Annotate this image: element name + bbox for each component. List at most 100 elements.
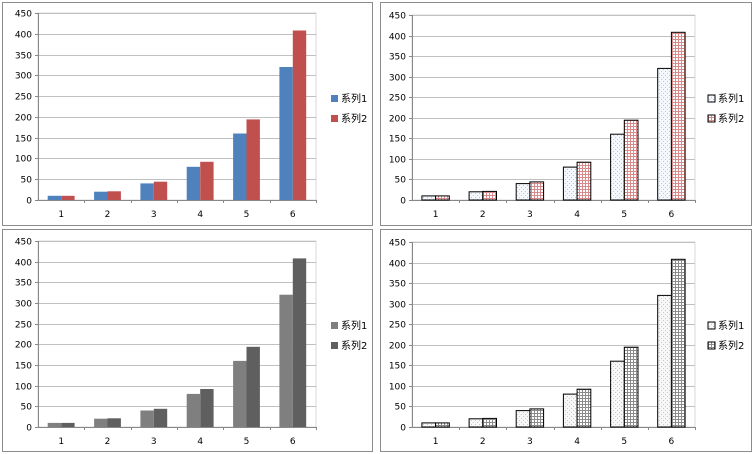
bar-series1-cat6 bbox=[657, 67, 672, 201]
x-tick-label: 5 bbox=[621, 210, 627, 220]
y-tick-label: 450 bbox=[389, 12, 406, 22]
y-tick-label: 450 bbox=[15, 238, 32, 248]
bar-series2-cat6 bbox=[670, 31, 686, 201]
bar-series1-cat4 bbox=[562, 393, 578, 428]
plot-area bbox=[37, 240, 317, 428]
bar-series1-cat2 bbox=[94, 191, 108, 200]
y-tick-label: 50 bbox=[395, 176, 407, 186]
x-tick-label: 3 bbox=[527, 210, 533, 220]
legend-swatch-series2 bbox=[707, 341, 716, 350]
bar-series1-cat4 bbox=[562, 166, 578, 201]
y-tick-label: 400 bbox=[389, 33, 406, 43]
bar-series2-cat1 bbox=[61, 422, 75, 427]
y-tick-label: 250 bbox=[389, 321, 406, 331]
bar-series2-cat3 bbox=[529, 181, 545, 201]
y-tick-label: 150 bbox=[15, 362, 32, 372]
legend-label-series1: 系列1 bbox=[718, 92, 744, 105]
y-tick-label: 300 bbox=[389, 301, 406, 311]
x-tick-label: 4 bbox=[197, 210, 203, 220]
bar-series1-cat2 bbox=[468, 418, 484, 428]
legend-swatch-series1 bbox=[707, 94, 716, 103]
chart-panel-top-left: 0 50 100 150 200 250 300 350 400 450 1 2 3 4 5 6 系列1 系列2 bbox=[2, 2, 373, 226]
y-tick-label: 150 bbox=[389, 362, 406, 372]
y-tick-label: 300 bbox=[389, 74, 406, 84]
bar-series1-cat2 bbox=[468, 191, 484, 201]
legend-swatch-series1 bbox=[331, 322, 338, 329]
bar-series2-cat4 bbox=[200, 161, 214, 200]
x-tick-label: 3 bbox=[151, 437, 157, 447]
bar-series1-cat5 bbox=[610, 133, 625, 201]
y-tick-label: 150 bbox=[389, 135, 406, 145]
x-tick-label: 4 bbox=[197, 437, 203, 447]
legend-label-series1: 系列1 bbox=[341, 319, 367, 332]
bar-series1-cat4 bbox=[186, 166, 201, 200]
x-tick-label: 1 bbox=[433, 437, 439, 447]
bar-series1-cat3 bbox=[140, 183, 154, 200]
y-tick-label: 450 bbox=[15, 10, 32, 20]
y-tick-label: 0 bbox=[26, 197, 32, 207]
bar-series2-cat4 bbox=[576, 388, 592, 428]
chart-svg-bottom-right: 0 50 100 150 200 250 300 350 400 450 1 2 3 4 5 6 系列1 系列2 bbox=[389, 239, 745, 448]
bar-series1-cat5 bbox=[610, 360, 625, 428]
bar-series1-cat1 bbox=[421, 195, 437, 201]
y-tick-label: 400 bbox=[15, 259, 32, 269]
bar-series1-cat5 bbox=[233, 133, 247, 200]
y-tick-label: 300 bbox=[15, 72, 32, 82]
x-tick-label: 6 bbox=[290, 437, 296, 447]
x-tick-label: 4 bbox=[574, 210, 580, 220]
legend-label-series2: 系列2 bbox=[341, 112, 367, 125]
x-tick-label: 3 bbox=[151, 210, 157, 220]
bar-series1-cat1 bbox=[421, 422, 437, 428]
bar-series2-cat5 bbox=[623, 346, 639, 428]
legend-swatch-series1 bbox=[331, 95, 338, 102]
chart-panel-top-right: 0 50 100 150 200 250 300 350 400 450 1 2 3 4 5 6 系列1 系列2 bbox=[380, 2, 752, 226]
y-tick-label: 200 bbox=[15, 114, 32, 124]
x-tick-label: 1 bbox=[58, 437, 64, 447]
y-tick-label: 450 bbox=[389, 239, 406, 249]
x-tick-label: 1 bbox=[58, 210, 64, 220]
y-tick-label: 100 bbox=[15, 383, 32, 393]
y-tick-label: 350 bbox=[389, 280, 406, 290]
legend-label-series2: 系列2 bbox=[341, 339, 367, 352]
bar-series2-cat5 bbox=[246, 119, 260, 200]
legend-label-series2: 系列2 bbox=[718, 112, 744, 125]
y-tick-label: 50 bbox=[395, 403, 407, 413]
bar-series2-cat4 bbox=[576, 161, 592, 201]
legend-label-series2: 系列2 bbox=[718, 339, 744, 352]
y-tick-label: 300 bbox=[15, 300, 32, 310]
bar-series2-cat2 bbox=[482, 417, 498, 428]
legend-swatch-series1 bbox=[707, 321, 716, 330]
y-tick-label: 350 bbox=[15, 52, 32, 62]
y-tick-label: 200 bbox=[389, 342, 406, 352]
x-tick-label: 5 bbox=[621, 437, 627, 447]
bar-series1-cat3 bbox=[140, 410, 154, 427]
bar-series2-cat5 bbox=[623, 119, 639, 201]
bar-series2-cat3 bbox=[153, 408, 168, 427]
bar-series2-cat5 bbox=[246, 346, 260, 427]
bar-series1-cat4 bbox=[186, 393, 201, 427]
chart-svg-top-left: 0 50 100 150 200 250 300 350 400 450 1 2 3 4 5 6 系列1 系列2 bbox=[15, 10, 368, 221]
y-tick-label: 50 bbox=[21, 176, 33, 186]
x-tick-label: 5 bbox=[244, 437, 250, 447]
x-tick-label: 3 bbox=[527, 437, 533, 447]
chart-svg-top-right: 0 50 100 150 200 250 300 350 400 450 1 2 3 4 5 6 系列1 系列2 bbox=[389, 12, 745, 221]
x-tick-label: 2 bbox=[480, 437, 486, 447]
bar-series1-cat3 bbox=[515, 183, 531, 201]
chart-panel-bottom-right: 0 50 100 150 200 250 300 350 400 450 1 2 3 4 5 6 系列1 系列2 bbox=[380, 229, 752, 452]
bar-series2-cat3 bbox=[529, 408, 545, 428]
x-tick-label: 1 bbox=[433, 210, 439, 220]
x-tick-label: 4 bbox=[574, 437, 580, 447]
y-tick-label: 0 bbox=[400, 197, 406, 207]
x-tick-label: 6 bbox=[669, 437, 675, 447]
y-tick-label: 350 bbox=[15, 279, 32, 289]
bar-series2-cat2 bbox=[107, 191, 121, 200]
legend-label-series1: 系列1 bbox=[718, 319, 744, 332]
bar-series2-cat6 bbox=[670, 258, 686, 428]
bar-series2-cat6 bbox=[292, 30, 307, 200]
y-tick-label: 400 bbox=[389, 260, 406, 270]
y-tick-label: 250 bbox=[15, 321, 32, 331]
y-tick-label: 200 bbox=[389, 115, 406, 125]
y-tick-label: 0 bbox=[26, 424, 32, 434]
chart-svg-bottom-left: 0 50 100 150 200 250 300 350 400 450 1 2 3 4 5 6 系列1 系列2 bbox=[15, 238, 368, 448]
y-tick-label: 50 bbox=[21, 403, 33, 413]
